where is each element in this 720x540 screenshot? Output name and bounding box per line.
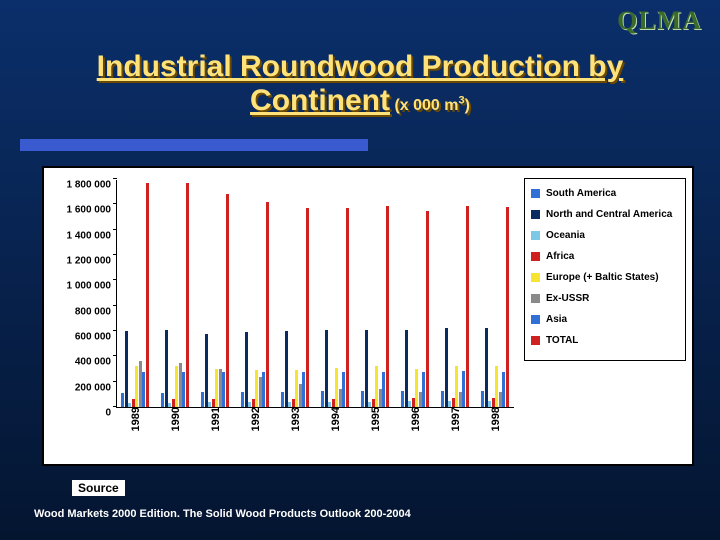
legend-swatch: [531, 315, 540, 324]
x-axis-label: 1998: [490, 407, 502, 435]
bar-group: [441, 206, 471, 407]
legend-swatch: [531, 252, 540, 261]
bar: [405, 330, 408, 407]
legend-label: Europe (+ Baltic States): [546, 272, 659, 283]
bar-group: [401, 211, 431, 407]
title-line-1: Industrial Roundwood Production by: [0, 50, 720, 84]
x-axis-label: 1996: [410, 407, 422, 435]
x-axis-label: 1991: [210, 407, 222, 435]
legend-swatch: [531, 294, 540, 303]
bar: [165, 330, 168, 407]
bar-group: [161, 183, 191, 407]
x-axis-label: 1990: [170, 407, 182, 435]
x-axis-label: 1989: [130, 407, 142, 435]
y-axis-label: 600 000: [75, 332, 117, 343]
y-axis-label: 1 200 000: [67, 256, 118, 267]
bar: [146, 183, 149, 407]
title-units: (x 000 m3): [394, 97, 470, 114]
bar-group: [281, 208, 311, 407]
bar: [186, 183, 189, 407]
bar: [346, 208, 349, 407]
bar: [485, 328, 488, 407]
legend-item: Oceania: [531, 230, 679, 241]
bar: [205, 334, 208, 407]
bar: [506, 207, 509, 407]
bar-group: [201, 194, 231, 407]
logo: QLMA: [617, 6, 702, 36]
chart-container: 0 200 000 400 000 600 000 800 000 1 000 000 1 …: [42, 166, 694, 466]
legend-item: Ex-USSR: [531, 293, 679, 304]
slide-title: Industrial Roundwood Production by Conti…: [0, 50, 720, 118]
legend-swatch: [531, 336, 540, 345]
y-axis-label: 1 800 000: [67, 180, 118, 191]
legend-item: Africa: [531, 251, 679, 262]
bar-group: [241, 202, 271, 407]
legend-item: Europe (+ Baltic States): [531, 272, 679, 283]
bar: [325, 330, 328, 407]
legend-swatch: [531, 231, 540, 240]
x-axis-label: 1994: [330, 407, 342, 435]
legend-label: North and Central America: [546, 209, 672, 220]
x-axis-label: 1992: [250, 407, 262, 435]
bar: [466, 206, 469, 407]
legend-item: TOTAL: [531, 335, 679, 346]
y-axis-label: 200 000: [75, 382, 117, 393]
bar: [226, 194, 229, 407]
legend-label: Ex-USSR: [546, 293, 589, 304]
legend-swatch: [531, 210, 540, 219]
y-axis-label: 1 000 000: [67, 281, 118, 292]
bar: [426, 211, 429, 407]
legend-label: Africa: [546, 251, 574, 262]
bar: [445, 328, 448, 407]
legend-label: Oceania: [546, 230, 585, 241]
title-line-2: Continent: [250, 84, 390, 117]
bar: [306, 208, 309, 407]
legend-item: North and Central America: [531, 209, 679, 220]
bar-group: [361, 206, 391, 407]
legend-label: South America: [546, 188, 616, 199]
bar: [266, 202, 269, 407]
source-label: Source: [72, 480, 125, 496]
y-axis-label: 400 000: [75, 357, 117, 368]
x-axis-label: 1993: [290, 407, 302, 435]
legend-label: Asia: [546, 314, 567, 325]
y-axis-label: 1 600 000: [67, 205, 118, 216]
bar: [245, 332, 248, 407]
slide: QLMA Industrial Roundwood Production by …: [0, 0, 720, 540]
legend-label: TOTAL: [546, 335, 578, 346]
title-accent-bar: [20, 139, 368, 151]
x-axis-label: 1997: [450, 407, 462, 435]
chart-legend: South America North and Central America Oc…: [524, 178, 686, 361]
y-axis-label: 0: [105, 408, 117, 419]
chart-plot-area: 0200 000400 000600 000800 0001 000 0001 …: [116, 180, 514, 408]
x-axis-label: 1995: [370, 407, 382, 435]
bar-group: [481, 207, 511, 407]
legend-item: South America: [531, 188, 679, 199]
legend-swatch: [531, 189, 540, 198]
bar: [386, 206, 389, 407]
bar: [285, 331, 288, 407]
bar-group: [121, 183, 151, 407]
bar: [365, 330, 368, 407]
legend-swatch: [531, 273, 540, 282]
bar-group: [321, 208, 351, 407]
bar: [125, 331, 128, 407]
legend-item: Asia: [531, 314, 679, 325]
y-axis-label: 800 000: [75, 306, 117, 317]
y-axis-label: 1 400 000: [67, 230, 118, 241]
source-footnote: Wood Markets 2000 Edition. The Solid Woo…: [34, 508, 411, 520]
